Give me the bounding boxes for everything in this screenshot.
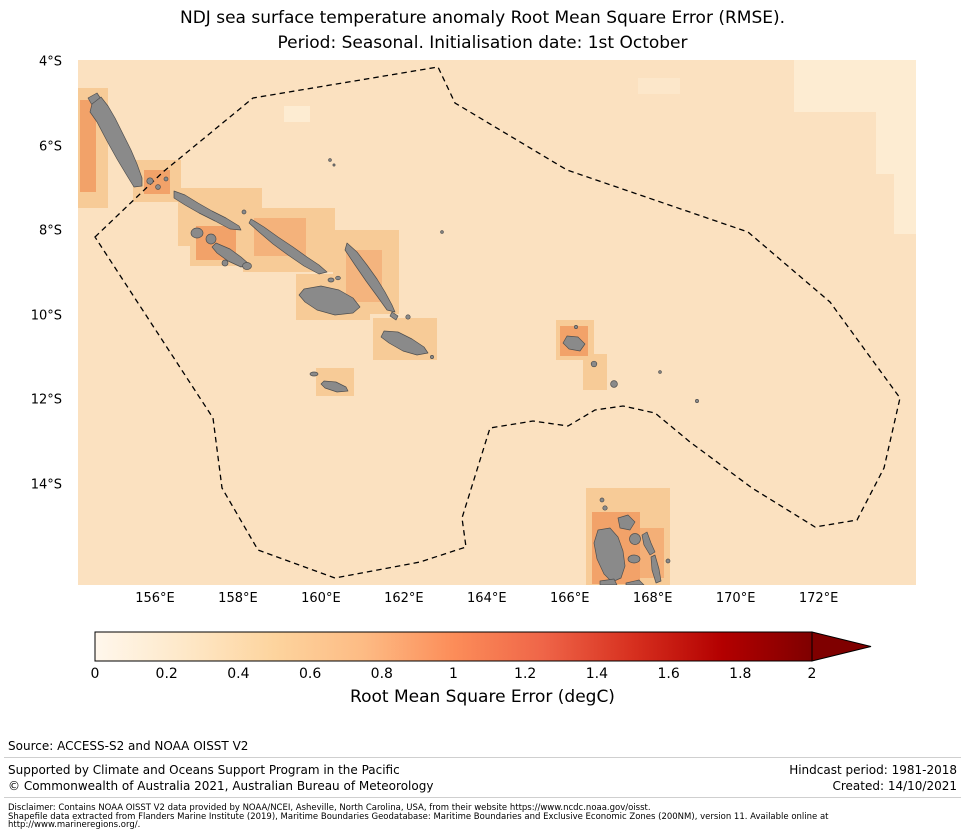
rmse-low-patches — [284, 60, 916, 234]
y-tick-label: 12°S — [30, 392, 62, 408]
colorbar-tick-label: 1.8 — [729, 666, 752, 682]
hindcast-period-text: Hindcast period: 1981-2018 — [789, 763, 957, 777]
colorbar-label: Root Mean Square Error (degC) — [350, 687, 615, 707]
chart-title: NDJ sea surface temperature anomaly Root… — [0, 6, 965, 56]
x-tick-label: 160°E — [301, 591, 341, 606]
colorbar-tick-label: 1 — [449, 666, 458, 682]
title-line-1: NDJ sea surface temperature anomaly Root… — [179, 8, 786, 28]
disclaimer-line-1: Disclaimer: Contains NOAA OISST V2 data … — [8, 803, 651, 813]
colorbar-tick-label: 1.2 — [514, 666, 537, 682]
map-canvas — [78, 60, 916, 585]
colorbar-tick-label: 0.6 — [298, 666, 322, 682]
x-tick-label: 162°E — [384, 591, 424, 606]
footer-divider-top — [4, 757, 961, 758]
colorbar-tick-label: 1.4 — [585, 666, 609, 682]
disclaimer-line-3: http://www.marineregions.org/. — [8, 820, 141, 830]
disclaimer-line-2: Shapefile data extracted from Flanders M… — [8, 811, 829, 822]
x-axis-ticks: 156°E 158°E 160°E 162°E 164°E 166°E 168°E 170°E… — [78, 591, 916, 611]
x-tick-label: 168°E — [632, 591, 673, 606]
colorbar-tick-label: 0 — [90, 666, 100, 682]
land-islands — [87, 92, 699, 585]
x-tick-label: 158°E — [218, 591, 258, 606]
x-tick-label: 156°E — [135, 591, 175, 606]
x-tick-label: 164°E — [467, 591, 507, 606]
y-tick-label: 8°S — [38, 223, 62, 239]
x-tick-label: 166°E — [549, 591, 590, 606]
y-axis-ticks: 4°S 6°S 8°S 10°S 12°S 14°S — [0, 55, 72, 585]
footer-divider-bottom — [4, 797, 961, 798]
created-date-text: Created: 14/10/2021 — [832, 779, 957, 793]
colorbar: 0 0.2 0.4 0.6 0.8 1 1.2 1.4 1.6 1.8 2 Root Mean Sq… — [0, 625, 965, 725]
colorbar-ticks: 0 0.2 0.4 0.6 0.8 1 1.2 1.4 1.6 1.8 2 — [91, 666, 817, 684]
x-tick-label: 172°E — [798, 591, 839, 606]
colorbar-tick-label: 2 — [807, 666, 817, 682]
colorbar-gradient — [94, 631, 872, 662]
colorbar-tick-label: 1.6 — [657, 666, 680, 682]
x-tick-label: 170°E — [715, 591, 756, 606]
colorbar-tick-label: 0.2 — [155, 666, 178, 682]
y-tick-label: 4°S — [38, 54, 62, 70]
source-text: Source: ACCESS-S2 and NOAA OISST V2 — [8, 739, 249, 753]
y-tick-label: 6°S — [38, 139, 62, 155]
colorbar-tick-label: 0.8 — [370, 666, 393, 682]
map-area: 4°S 6°S 8°S 10°S 12°S 14°S 156°E 158°E 160°E 162… — [31, 55, 916, 606]
y-tick-label: 14°S — [30, 477, 62, 493]
eez-boundary-dashed — [94, 66, 901, 579]
y-tick-label: 10°S — [30, 308, 62, 324]
supported-by-text: Supported by Climate and Oceans Support … — [8, 763, 400, 777]
copyright-text: © Commonwealth of Australia 2021, Austra… — [8, 779, 434, 793]
title-line-2: Period: Seasonal. Initialisation date: 1… — [277, 33, 688, 53]
colorbar-extend-arrow-icon — [811, 631, 872, 662]
colorbar-tick-label: 0.4 — [227, 666, 250, 682]
ocean-base-field — [78, 60, 916, 585]
